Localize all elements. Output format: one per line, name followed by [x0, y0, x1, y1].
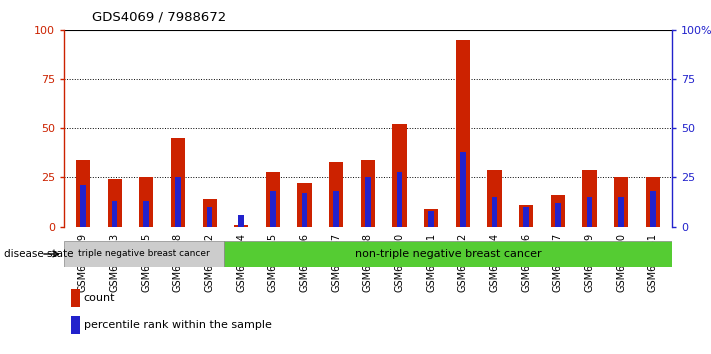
- Bar: [582, 170, 597, 227]
- Bar: [365, 177, 371, 227]
- Text: triple negative breast cancer: triple negative breast cancer: [78, 250, 210, 258]
- Bar: [555, 203, 561, 227]
- Bar: [360, 160, 375, 227]
- Bar: [139, 177, 154, 227]
- Bar: [301, 193, 307, 227]
- Text: percentile rank within the sample: percentile rank within the sample: [84, 320, 272, 330]
- Bar: [488, 170, 502, 227]
- Bar: [392, 124, 407, 227]
- Bar: [224, 241, 672, 267]
- Bar: [619, 197, 624, 227]
- Bar: [297, 183, 311, 227]
- Bar: [329, 162, 343, 227]
- Bar: [460, 152, 466, 227]
- Bar: [551, 195, 565, 227]
- Bar: [397, 172, 402, 227]
- Bar: [71, 316, 80, 334]
- Text: GDS4069 / 7988672: GDS4069 / 7988672: [92, 11, 227, 24]
- Bar: [112, 201, 117, 227]
- Bar: [76, 160, 90, 227]
- Bar: [175, 177, 181, 227]
- Text: count: count: [84, 293, 115, 303]
- Text: non-triple negative breast cancer: non-triple negative breast cancer: [355, 249, 541, 259]
- Bar: [429, 211, 434, 227]
- Bar: [80, 185, 86, 227]
- Bar: [171, 138, 185, 227]
- Bar: [424, 209, 439, 227]
- Bar: [71, 289, 80, 307]
- Bar: [238, 215, 244, 227]
- Bar: [107, 179, 122, 227]
- Bar: [64, 241, 224, 267]
- Text: disease state: disease state: [4, 249, 73, 259]
- Bar: [523, 207, 529, 227]
- Bar: [203, 199, 217, 227]
- Bar: [587, 197, 592, 227]
- Bar: [234, 224, 248, 227]
- Bar: [519, 205, 533, 227]
- Bar: [650, 191, 656, 227]
- Bar: [646, 177, 660, 227]
- Bar: [207, 207, 213, 227]
- Bar: [456, 40, 470, 227]
- Bar: [614, 177, 629, 227]
- Bar: [266, 172, 280, 227]
- Bar: [333, 191, 339, 227]
- Bar: [270, 191, 276, 227]
- Bar: [492, 197, 498, 227]
- Bar: [144, 201, 149, 227]
